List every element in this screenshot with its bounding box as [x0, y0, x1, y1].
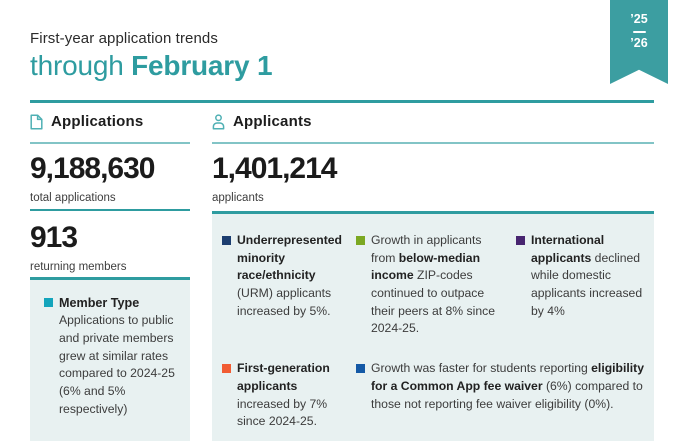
applications-section-header: Applications: [30, 113, 143, 130]
bullet-first-generation-text: First-generation applicants increased by…: [237, 361, 330, 429]
applicants-highlights-box: Underrepresented minority race/ethnicity…: [212, 211, 654, 441]
page-title-light: through: [30, 50, 132, 81]
returning-members-caption: returning members: [30, 261, 127, 273]
member-type-text: Member Type Applications to public and p…: [59, 294, 182, 418]
applicants-caption: applicants: [212, 192, 264, 204]
member-type-body: Applications to public and private membe…: [59, 313, 175, 416]
total-applications-value: 9,188,630: [30, 152, 155, 185]
total-applications-caption: total applications: [30, 192, 116, 204]
applications-divider: [30, 209, 190, 211]
document-icon: [30, 113, 43, 130]
page-title-bold: February 1: [131, 50, 273, 81]
applications-underline: [30, 142, 190, 144]
bullet-international-square: [516, 236, 525, 245]
applications-section-label: Applications: [51, 113, 144, 130]
bullet-first-generation: First-generation applicants increased by…: [222, 360, 344, 431]
bullet-below-median-income-text: Growth in applicants from below-median i…: [371, 233, 495, 336]
bullet-fee-waiver-square: [356, 364, 365, 374]
year-ribbon: ’25 ’26: [610, 0, 668, 84]
member-type-bullet: Member Type Applications to public and p…: [44, 294, 182, 418]
applicants-value: 1,401,214: [212, 152, 337, 185]
returning-members-value: 913: [30, 221, 78, 254]
bullet-fee-waiver: Growth was faster for students reporting…: [356, 360, 644, 431]
bullet-below-median-income-square: [356, 236, 365, 245]
bullet-first-generation-square: [222, 364, 231, 374]
page-title: through February 1: [30, 50, 273, 82]
member-type-title: Member Type: [59, 296, 140, 310]
bullet-international: International applicants declined while …: [516, 232, 644, 338]
bullet-below-median-income: Growth in applicants from below-median i…: [356, 232, 504, 338]
bullet-fee-waiver-text: Growth was faster for students reporting…: [371, 361, 644, 411]
eyebrow-text: First-year application trends: [30, 30, 218, 47]
bullet-international-text: International applicants declined while …: [531, 233, 643, 318]
bullet-urm-square: [222, 236, 231, 245]
person-icon: [212, 113, 225, 130]
member-type-box: Member Type Applications to public and p…: [30, 277, 190, 441]
applicants-section-label: Applicants: [233, 113, 312, 130]
highlights-row-1: Underrepresented minority race/ethnicity…: [222, 232, 644, 338]
highlights-row-2: First-generation applicants increased by…: [222, 360, 644, 431]
ribbon-dash: [632, 30, 646, 33]
ribbon-year-top: ’25: [630, 12, 648, 26]
applicants-section-header: Applicants: [212, 113, 312, 130]
ribbon-year-bottom: ’26: [630, 35, 648, 50]
applicants-underline: [212, 142, 654, 144]
applicants-column: Applicants 1,401,214 applicants Underrep…: [212, 0, 654, 441]
header-divider: [30, 100, 654, 103]
member-type-bullet-square: [44, 298, 53, 307]
applications-column: Applications 9,188,630 total application…: [30, 0, 190, 441]
bullet-urm-text: Underrepresented minority race/ethnicity…: [237, 233, 342, 318]
bullet-urm: Underrepresented minority race/ethnicity…: [222, 232, 344, 338]
